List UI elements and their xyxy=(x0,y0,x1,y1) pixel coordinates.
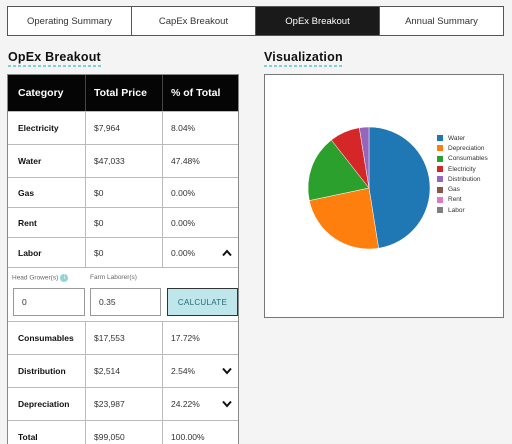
legend-swatch xyxy=(437,155,443,162)
row-percent: 24.22% xyxy=(162,388,238,420)
head-growers-label-text: Head Grower(s) xyxy=(12,274,59,282)
visualization-heading: Visualization xyxy=(264,50,343,67)
pie-slice-distribution[interactable] xyxy=(359,126,370,189)
row-percent: 0.00% xyxy=(162,178,238,207)
legend-item-water[interactable]: Water xyxy=(437,133,488,143)
table-row-rent: Rent $0 0.00% xyxy=(8,207,238,237)
row-category: Total xyxy=(18,431,38,442)
visualization-panel: Water Depreciation Consumables Electricity D… xyxy=(264,74,504,318)
table-row-consumables: Consumables $17,553 17.72% xyxy=(8,321,238,354)
row-price: $47,033 xyxy=(85,145,162,177)
row-percent-value: 0.00% xyxy=(171,247,196,258)
chart-legend: Water Depreciation Consumables Electricity D… xyxy=(437,133,488,215)
row-price: $17,553 xyxy=(85,322,162,354)
header-total-price: Total Price xyxy=(85,75,162,111)
table-row-gas: Gas $0 0.00% xyxy=(8,177,238,207)
table-header: Category Total Price % of Total xyxy=(8,75,238,111)
table-row-electricity: Electricity $7,964 8.04% xyxy=(8,111,238,144)
legend-item-consumables[interactable]: Consumables xyxy=(437,154,488,164)
chevron-down-icon[interactable] xyxy=(222,400,232,408)
legend-item-gas[interactable]: Gas xyxy=(437,184,488,194)
legend-swatch xyxy=(437,186,443,193)
row-price: $99,050 xyxy=(85,421,162,444)
calculate-button[interactable]: CALCULATE xyxy=(167,288,238,316)
row-category: Water xyxy=(18,156,42,166)
legend-label: Labor xyxy=(448,206,465,214)
head-growers-label: Head Grower(s) i xyxy=(12,274,69,282)
row-category: Distribution xyxy=(18,366,66,376)
legend-swatch xyxy=(437,145,443,152)
legend-swatch xyxy=(437,207,443,214)
header-category: Category xyxy=(18,87,64,99)
legend-label: Depreciation xyxy=(448,144,485,152)
table-row-water: Water $47,033 47.48% xyxy=(8,144,238,177)
row-percent: 0.00% xyxy=(162,238,238,267)
legend-item-distribution[interactable]: Distribution xyxy=(437,174,488,184)
legend-item-electricity[interactable]: Electricity xyxy=(437,164,488,174)
table-row-labor[interactable]: Labor $0 0.00% xyxy=(8,237,238,267)
info-icon[interactable]: i xyxy=(60,274,69,282)
opex-table: Category Total Price % of Total Electric… xyxy=(7,74,239,444)
table-row-distribution[interactable]: Distribution $2,514 2.54% xyxy=(8,354,238,387)
legend-label: Rent xyxy=(448,196,462,204)
tab-operating-summary[interactable]: Operating Summary xyxy=(8,7,132,35)
tab-annual-summary[interactable]: Annual Summary xyxy=(405,15,478,27)
header-percent-total: % of Total xyxy=(162,75,238,111)
tab-opex-breakout[interactable]: OpEx Breakout xyxy=(256,7,380,35)
pie-slice-water[interactable] xyxy=(368,126,431,249)
row-category: Rent xyxy=(18,217,37,228)
pie-slice-consumables[interactable] xyxy=(307,139,370,201)
legend-swatch xyxy=(437,176,443,183)
legend-label: Electricity xyxy=(448,165,476,173)
row-price: $0 xyxy=(85,178,162,207)
head-growers-input[interactable] xyxy=(13,288,85,316)
table-row-depreciation[interactable]: Depreciation $23,987 24.22% xyxy=(8,387,238,420)
row-category: Labor xyxy=(18,247,42,258)
legend-swatch xyxy=(437,196,443,203)
row-price: $0 xyxy=(85,208,162,237)
legend-label: Consumables xyxy=(448,155,488,163)
row-category: Depreciation xyxy=(18,399,70,409)
farm-laborers-input[interactable] xyxy=(90,288,161,316)
legend-item-rent[interactable]: Rent xyxy=(437,195,488,205)
row-percent: 8.04% xyxy=(162,112,238,144)
legend-swatch xyxy=(437,166,443,173)
row-percent: 47.48% xyxy=(162,145,238,177)
pie-slice-depreciation[interactable] xyxy=(309,187,379,250)
row-price: $0 xyxy=(85,238,162,267)
row-percent: 17.72% xyxy=(162,322,238,354)
tab-bar: Operating Summary CapEx Breakout OpEx Br… xyxy=(7,6,504,36)
chevron-up-icon[interactable] xyxy=(222,248,232,257)
row-percent-value: 2.54% xyxy=(171,366,196,376)
tab-capex-breakout[interactable]: CapEx Breakout xyxy=(132,7,256,35)
row-percent-value: 24.22% xyxy=(171,399,200,409)
pie-chart xyxy=(307,126,431,250)
row-percent: 100.00% xyxy=(162,421,238,444)
legend-label: Distribution xyxy=(448,175,481,183)
row-category: Consumables xyxy=(18,333,74,343)
chevron-down-icon[interactable] xyxy=(222,367,232,375)
row-category: Electricity xyxy=(18,123,59,133)
farm-laborers-label: Farm Laborer(s) xyxy=(90,274,137,281)
legend-label: Gas xyxy=(448,186,460,194)
legend-label: Water xyxy=(448,134,466,142)
table-row-total: Total $99,050 100.00% xyxy=(8,420,238,444)
row-price: $23,987 xyxy=(85,388,162,420)
labor-inputs-panel: Head Grower(s)i Farm Laborer(s) CALCULAT… xyxy=(8,267,238,321)
legend-item-depreciation[interactable]: Depreciation xyxy=(437,143,488,153)
row-price: $2,514 xyxy=(85,355,162,387)
row-category: Gas xyxy=(18,187,35,198)
row-price: $7,964 xyxy=(85,112,162,144)
legend-swatch xyxy=(437,135,443,142)
legend-item-labor[interactable]: Labor xyxy=(437,205,488,215)
row-percent: 0.00% xyxy=(162,208,238,237)
row-percent: 2.54% xyxy=(162,355,238,387)
opex-breakout-heading: OpEx Breakout xyxy=(8,50,101,67)
